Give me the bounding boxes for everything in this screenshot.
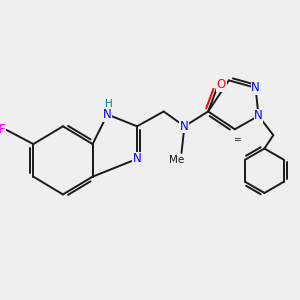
Text: Me: Me <box>169 155 185 165</box>
Text: O: O <box>217 78 226 91</box>
Text: N: N <box>251 81 260 94</box>
Text: N: N <box>180 120 189 133</box>
Text: N: N <box>133 152 141 165</box>
Text: N: N <box>103 108 112 121</box>
Text: =: = <box>232 135 240 144</box>
Text: N: N <box>254 110 263 122</box>
Text: H: H <box>105 99 113 109</box>
Text: F: F <box>0 123 5 136</box>
